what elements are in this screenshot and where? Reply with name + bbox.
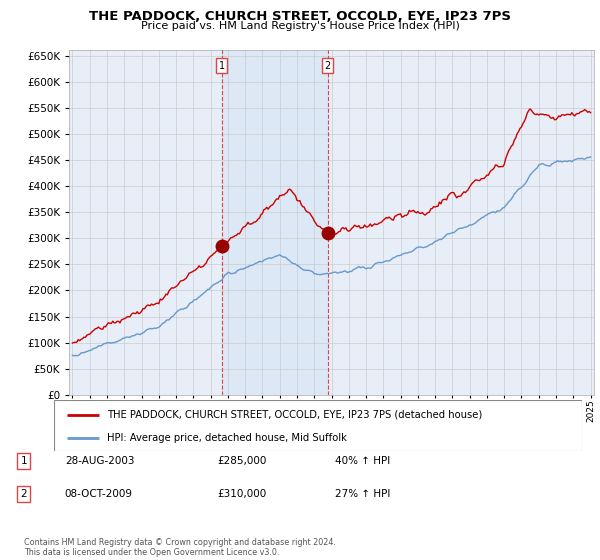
Text: 1: 1 xyxy=(219,61,225,71)
Text: 2: 2 xyxy=(20,489,27,499)
Text: Contains HM Land Registry data © Crown copyright and database right 2024.
This d: Contains HM Land Registry data © Crown c… xyxy=(24,538,336,557)
Text: £285,000: £285,000 xyxy=(218,456,267,466)
Text: 2: 2 xyxy=(325,61,331,71)
Text: THE PADDOCK, CHURCH STREET, OCCOLD, EYE, IP23 7PS (detached house): THE PADDOCK, CHURCH STREET, OCCOLD, EYE,… xyxy=(107,409,482,419)
Bar xyxy=(222,50,328,395)
Text: 1: 1 xyxy=(20,456,27,466)
Text: HPI: Average price, detached house, Mid Suffolk: HPI: Average price, detached house, Mid … xyxy=(107,433,347,443)
Text: 28-AUG-2003: 28-AUG-2003 xyxy=(65,456,134,466)
Text: £310,000: £310,000 xyxy=(218,489,267,499)
Text: 27% ↑ HPI: 27% ↑ HPI xyxy=(335,489,391,499)
Text: 40% ↑ HPI: 40% ↑ HPI xyxy=(335,456,391,466)
Text: 08-OCT-2009: 08-OCT-2009 xyxy=(65,489,133,499)
Text: THE PADDOCK, CHURCH STREET, OCCOLD, EYE, IP23 7PS: THE PADDOCK, CHURCH STREET, OCCOLD, EYE,… xyxy=(89,10,511,22)
Text: Price paid vs. HM Land Registry's House Price Index (HPI): Price paid vs. HM Land Registry's House … xyxy=(140,21,460,31)
